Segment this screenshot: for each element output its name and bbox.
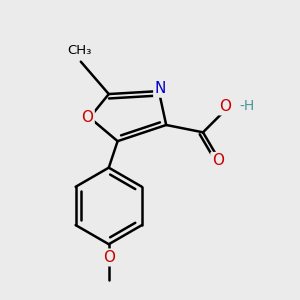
Text: CH₃: CH₃ (67, 44, 92, 57)
Text: O: O (219, 99, 231, 114)
Text: O: O (212, 153, 224, 168)
Text: O: O (103, 250, 115, 265)
Text: -H: -H (239, 99, 254, 113)
Text: O: O (81, 110, 93, 125)
Text: N: N (154, 81, 166, 96)
